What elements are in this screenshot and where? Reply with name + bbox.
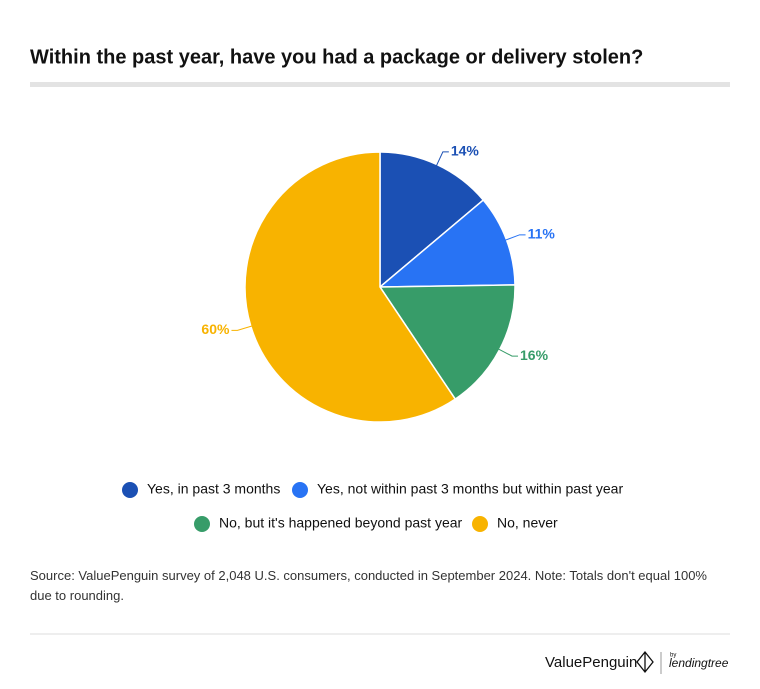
legend-marker — [472, 516, 488, 532]
legend-label: Yes, in past 3 months — [147, 481, 280, 497]
data-label: 16% — [520, 347, 549, 363]
legend-marker — [194, 516, 210, 532]
data-label: 60% — [201, 321, 230, 337]
brand-icon — [636, 650, 654, 674]
legend-label: No, but it's happened beyond past year — [219, 515, 463, 531]
title-rule — [30, 82, 730, 87]
leader-line — [497, 348, 519, 357]
legend-label: No, never — [497, 515, 558, 531]
legend-label: Yes, not within past 3 months but within… — [317, 481, 623, 497]
partner: lendingtree — [669, 656, 729, 670]
leader-line — [435, 151, 449, 167]
legend-marker — [292, 482, 308, 498]
leader-line — [504, 234, 526, 241]
brand: ValuePenguin — [545, 654, 637, 671]
leader-line — [231, 325, 253, 331]
data-label: 14% — [451, 143, 480, 159]
source-note: Source: ValuePenguin survey of 2,048 U.S… — [30, 568, 707, 603]
legend-marker — [122, 482, 138, 498]
data-label: 11% — [528, 226, 556, 242]
chart-title: Within the past year, have you had a pac… — [30, 46, 643, 68]
by-text: by — [670, 653, 676, 659]
